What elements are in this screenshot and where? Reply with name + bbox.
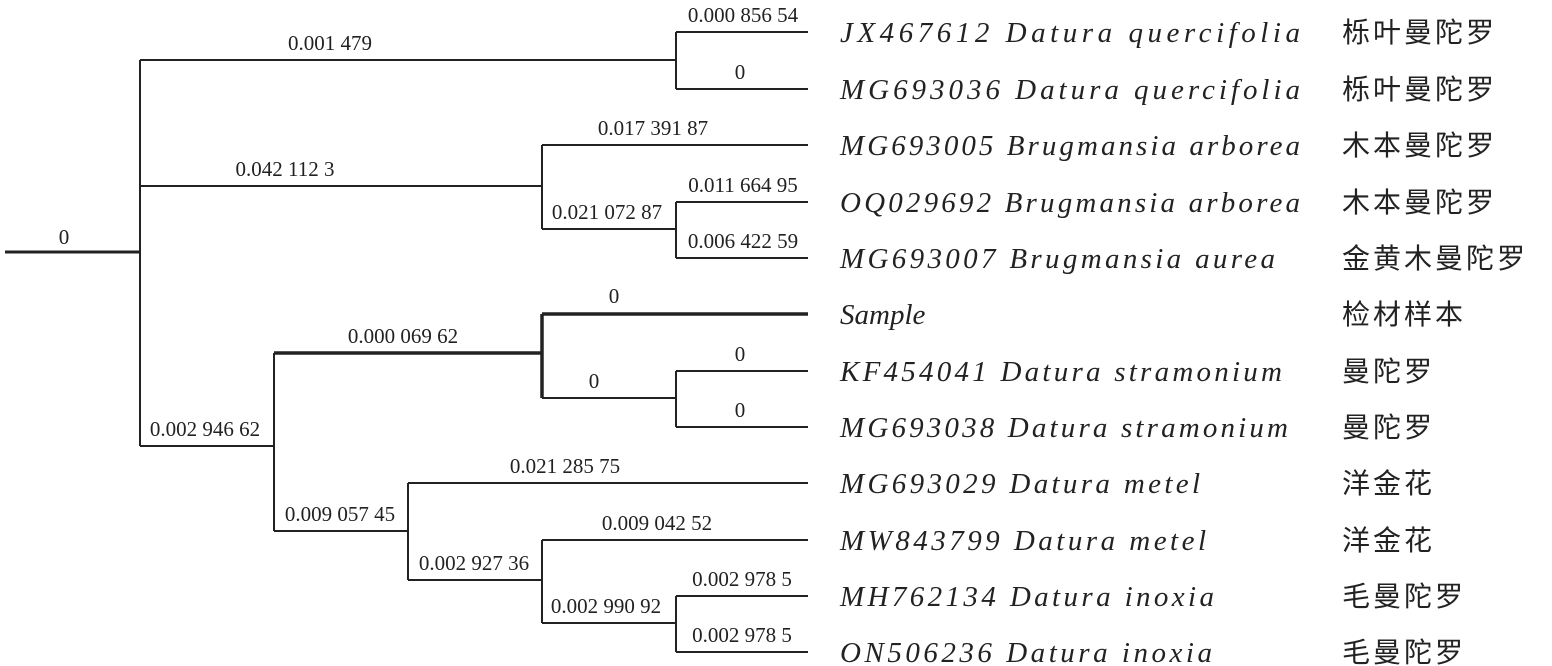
branch-label-b11: 0 <box>609 284 620 308</box>
leaf-label: Sample <box>840 299 926 331</box>
leaf-species: Datura quercifolia <box>1014 74 1300 106</box>
leaf-chinese-name: 洋金花 <box>1342 524 1435 557</box>
branch-label-b18: 0.009 042 52 <box>602 511 712 535</box>
leaf-accession: ON506236 <box>840 637 992 666</box>
branch-label-b5: 0.017 391 87 <box>598 116 708 140</box>
leaf-label: MG693005 Brugmansia arborea <box>839 130 1300 162</box>
leaf-label: MG693007 Brugmansia aurea <box>839 243 1275 275</box>
leaf-species: Datura inoxia <box>1009 581 1214 613</box>
leaf-accession: MG693007 <box>839 243 997 275</box>
leaf-accession: MG693029 <box>839 468 996 500</box>
leaf-label: MW843799 Datura metel <box>839 525 1206 557</box>
leaf-chinese-name: 检材样本 <box>1342 298 1466 331</box>
leaf-label: OQ029692 Brugmansia arborea <box>840 187 1300 219</box>
branch-label-b9: 0.002 946 62 <box>150 417 260 441</box>
leaf-species: Datura metel <box>1013 525 1206 557</box>
leaf-chinese-name: 栎叶曼陀罗 <box>1342 16 1497 49</box>
leaf-label: MG693038 Datura stramonium <box>839 412 1288 444</box>
branch-label-b10: 0.000 069 62 <box>348 324 458 348</box>
branch-label-b16: 0.021 285 75 <box>510 454 620 478</box>
root-branch-label: 0 <box>59 225 70 249</box>
leaf-chinese-name: 金黄木曼陀罗 <box>1342 242 1528 275</box>
leaf-accession: OQ029692 <box>840 187 991 219</box>
branch-label-b8: 0.006 422 59 <box>688 229 798 253</box>
branch-label-b14: 0 <box>735 398 746 422</box>
leaf-chinese-name: 曼陀罗 <box>1342 411 1435 444</box>
leaf-chinese-name: 栎叶曼陀罗 <box>1342 73 1497 106</box>
leaf-chinese-name: 洋金花 <box>1342 467 1435 500</box>
branch-label-b2: 0.000 856 54 <box>688 3 799 27</box>
leaf-accession: MG693005 <box>839 130 993 162</box>
leaf-accession: MW843799 <box>839 525 1000 557</box>
branch-label-b19: 0.002 990 92 <box>551 594 661 618</box>
leaf-species: Brugmansia arborea <box>1005 187 1300 219</box>
branch-label-b15: 0.009 057 45 <box>285 502 395 526</box>
leaf-species: Datura metel <box>1008 468 1200 500</box>
leaf-labels: JX467612 Datura quercifolia 栎叶曼陀罗 MG6930… <box>839 16 1528 666</box>
leaf-label: MG693036 Datura quercifolia <box>839 74 1300 106</box>
leaf-chinese-name: 毛曼陀罗 <box>1342 636 1466 666</box>
branch-label-b17: 0.002 927 36 <box>419 551 529 575</box>
leaf-label: MG693029 Datura metel <box>839 468 1200 500</box>
leaf-chinese-name: 曼陀罗 <box>1342 355 1435 388</box>
leaf-species: Datura quercifolia <box>1005 17 1300 49</box>
leaf-accession: MG693036 <box>839 74 1000 106</box>
leaf-accession: MH762134 <box>839 581 996 613</box>
tree-branches <box>5 31 808 653</box>
leaf-chinese-name: 毛曼陀罗 <box>1342 580 1466 613</box>
leaf-label: KF454041 Datura stramonium <box>839 356 1282 388</box>
branch-label-b13: 0 <box>735 342 746 366</box>
branch-labels: 0 0.001 479 0.000 856 54 0 0.042 112 3 0… <box>59 3 799 647</box>
branch-label-b6: 0.021 072 87 <box>552 200 662 224</box>
branch-label-b3: 0 <box>735 60 746 84</box>
branch-label-b1: 0.001 479 <box>288 31 372 55</box>
leaf-accession: MG693038 <box>839 412 995 444</box>
leaf-chinese-name: 木本曼陀罗 <box>1342 129 1497 162</box>
leaf-species: Brugmansia aurea <box>1009 243 1275 275</box>
leaf-chinese-name: 木本曼陀罗 <box>1342 186 1497 219</box>
leaf-label: MH762134 Datura inoxia <box>839 581 1214 613</box>
branch-label-b12: 0 <box>589 369 600 393</box>
leaf-accession: JX467612 <box>840 17 989 49</box>
branch-label-b4: 0.042 112 3 <box>236 157 335 181</box>
branch-label-b7: 0.011 664 95 <box>688 173 797 197</box>
leaf-species: Brugmansia arborea <box>1007 130 1300 162</box>
branch-label-b20: 0.002 978 5 <box>692 567 792 591</box>
leaf-label: ON506236 Datura inoxia <box>840 637 1212 666</box>
leaf-label: JX467612 Datura quercifolia <box>840 17 1300 49</box>
branch-label-b21: 0.002 978 5 <box>692 623 792 647</box>
leaf-species: Datura inoxia <box>1005 637 1212 666</box>
leaf-species: Datura stramonium <box>1007 412 1288 444</box>
leaf-accession: KF454041 <box>839 356 987 388</box>
leaf-species: Sample <box>840 299 926 331</box>
leaf-species: Datura stramonium <box>999 356 1282 388</box>
